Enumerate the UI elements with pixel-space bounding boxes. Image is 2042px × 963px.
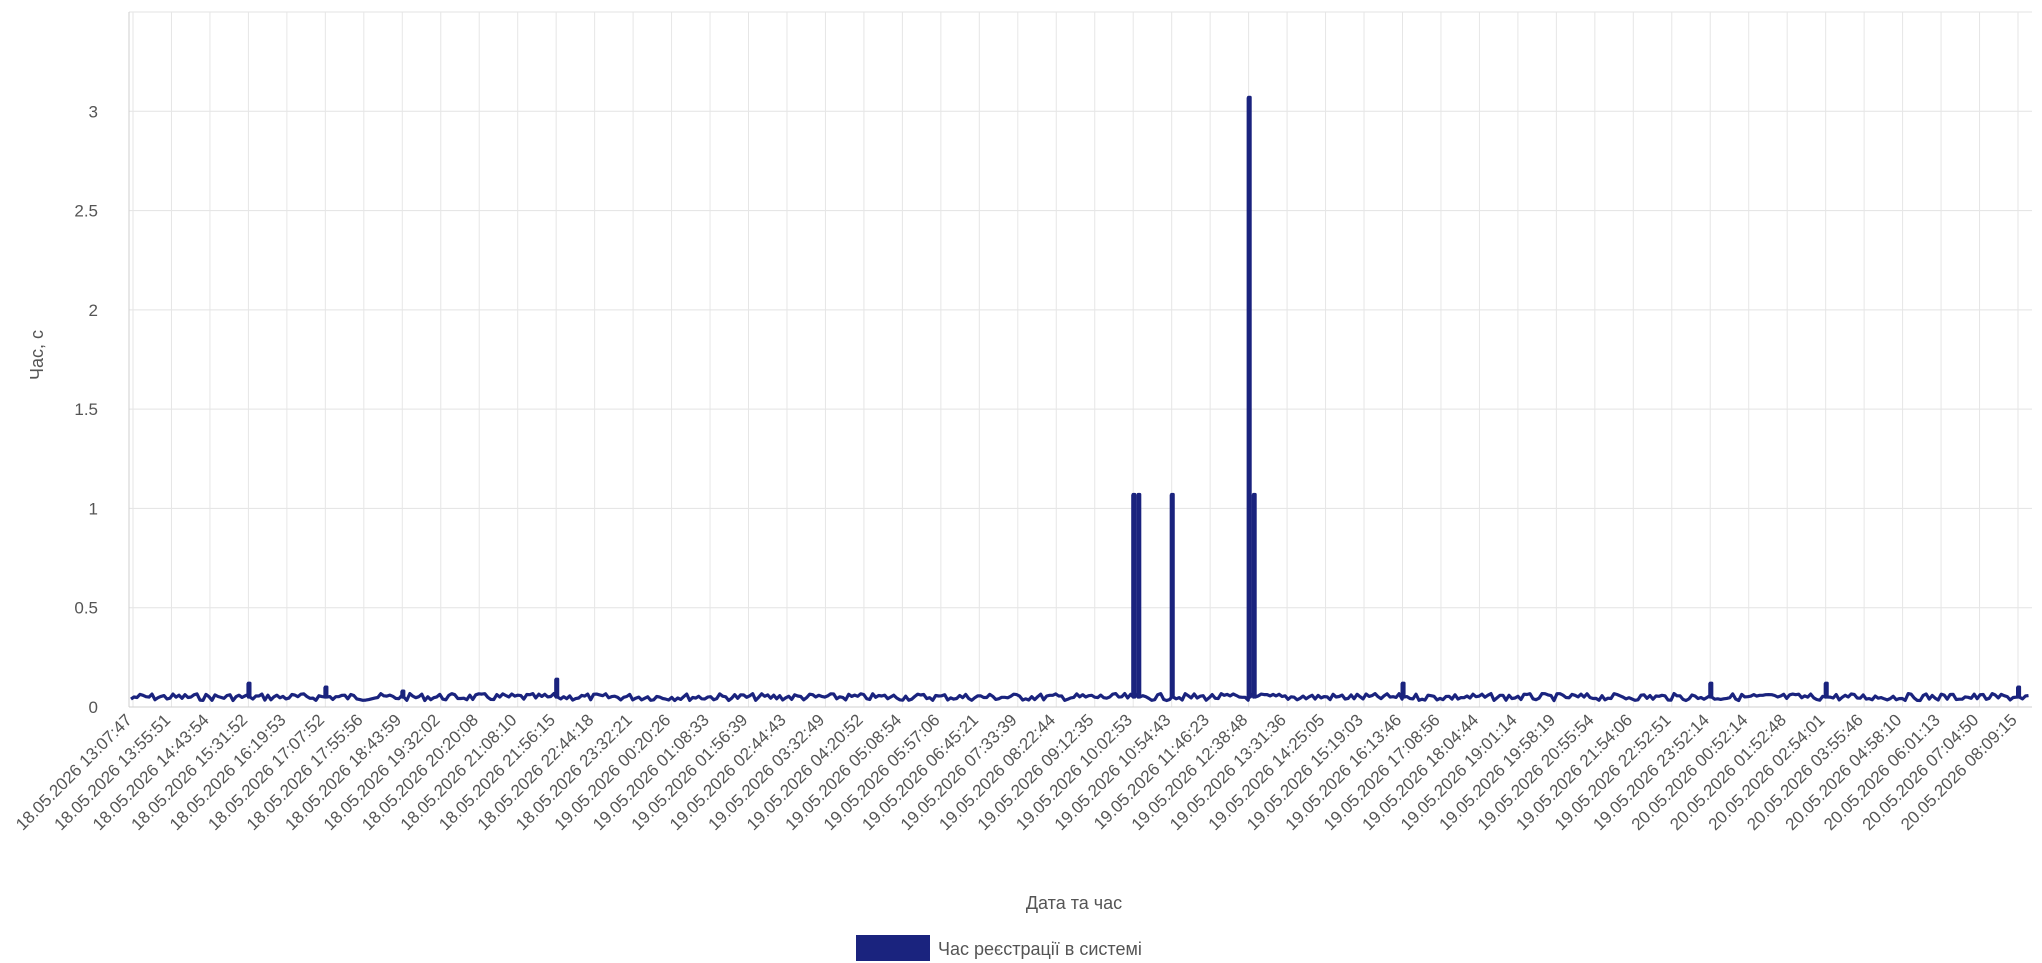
y-axis-ticks: 0 0.5 1 1.5 2 2.5 3 — [74, 102, 98, 717]
series-line — [130, 95, 2029, 703]
legend-label: Час реєстрації в системі — [938, 939, 1142, 959]
y-tick-label: 2.5 — [74, 202, 98, 221]
legend-swatch — [856, 935, 930, 961]
series-layer — [130, 95, 2029, 703]
x-axis-title: Дата та час — [1026, 893, 1122, 913]
grid — [128, 11, 2032, 708]
y-tick-label: 2 — [89, 301, 98, 320]
y-axis-title: Час, с — [27, 330, 47, 380]
legend[interactable]: Час реєстрації в системі — [856, 935, 1142, 961]
y-tick-label: 1 — [89, 499, 98, 518]
y-tick-label: 0.5 — [74, 599, 98, 618]
y-tick-label: 1.5 — [74, 400, 98, 419]
y-tick-label: 3 — [89, 102, 98, 121]
y-tick-label: 0 — [89, 698, 98, 717]
